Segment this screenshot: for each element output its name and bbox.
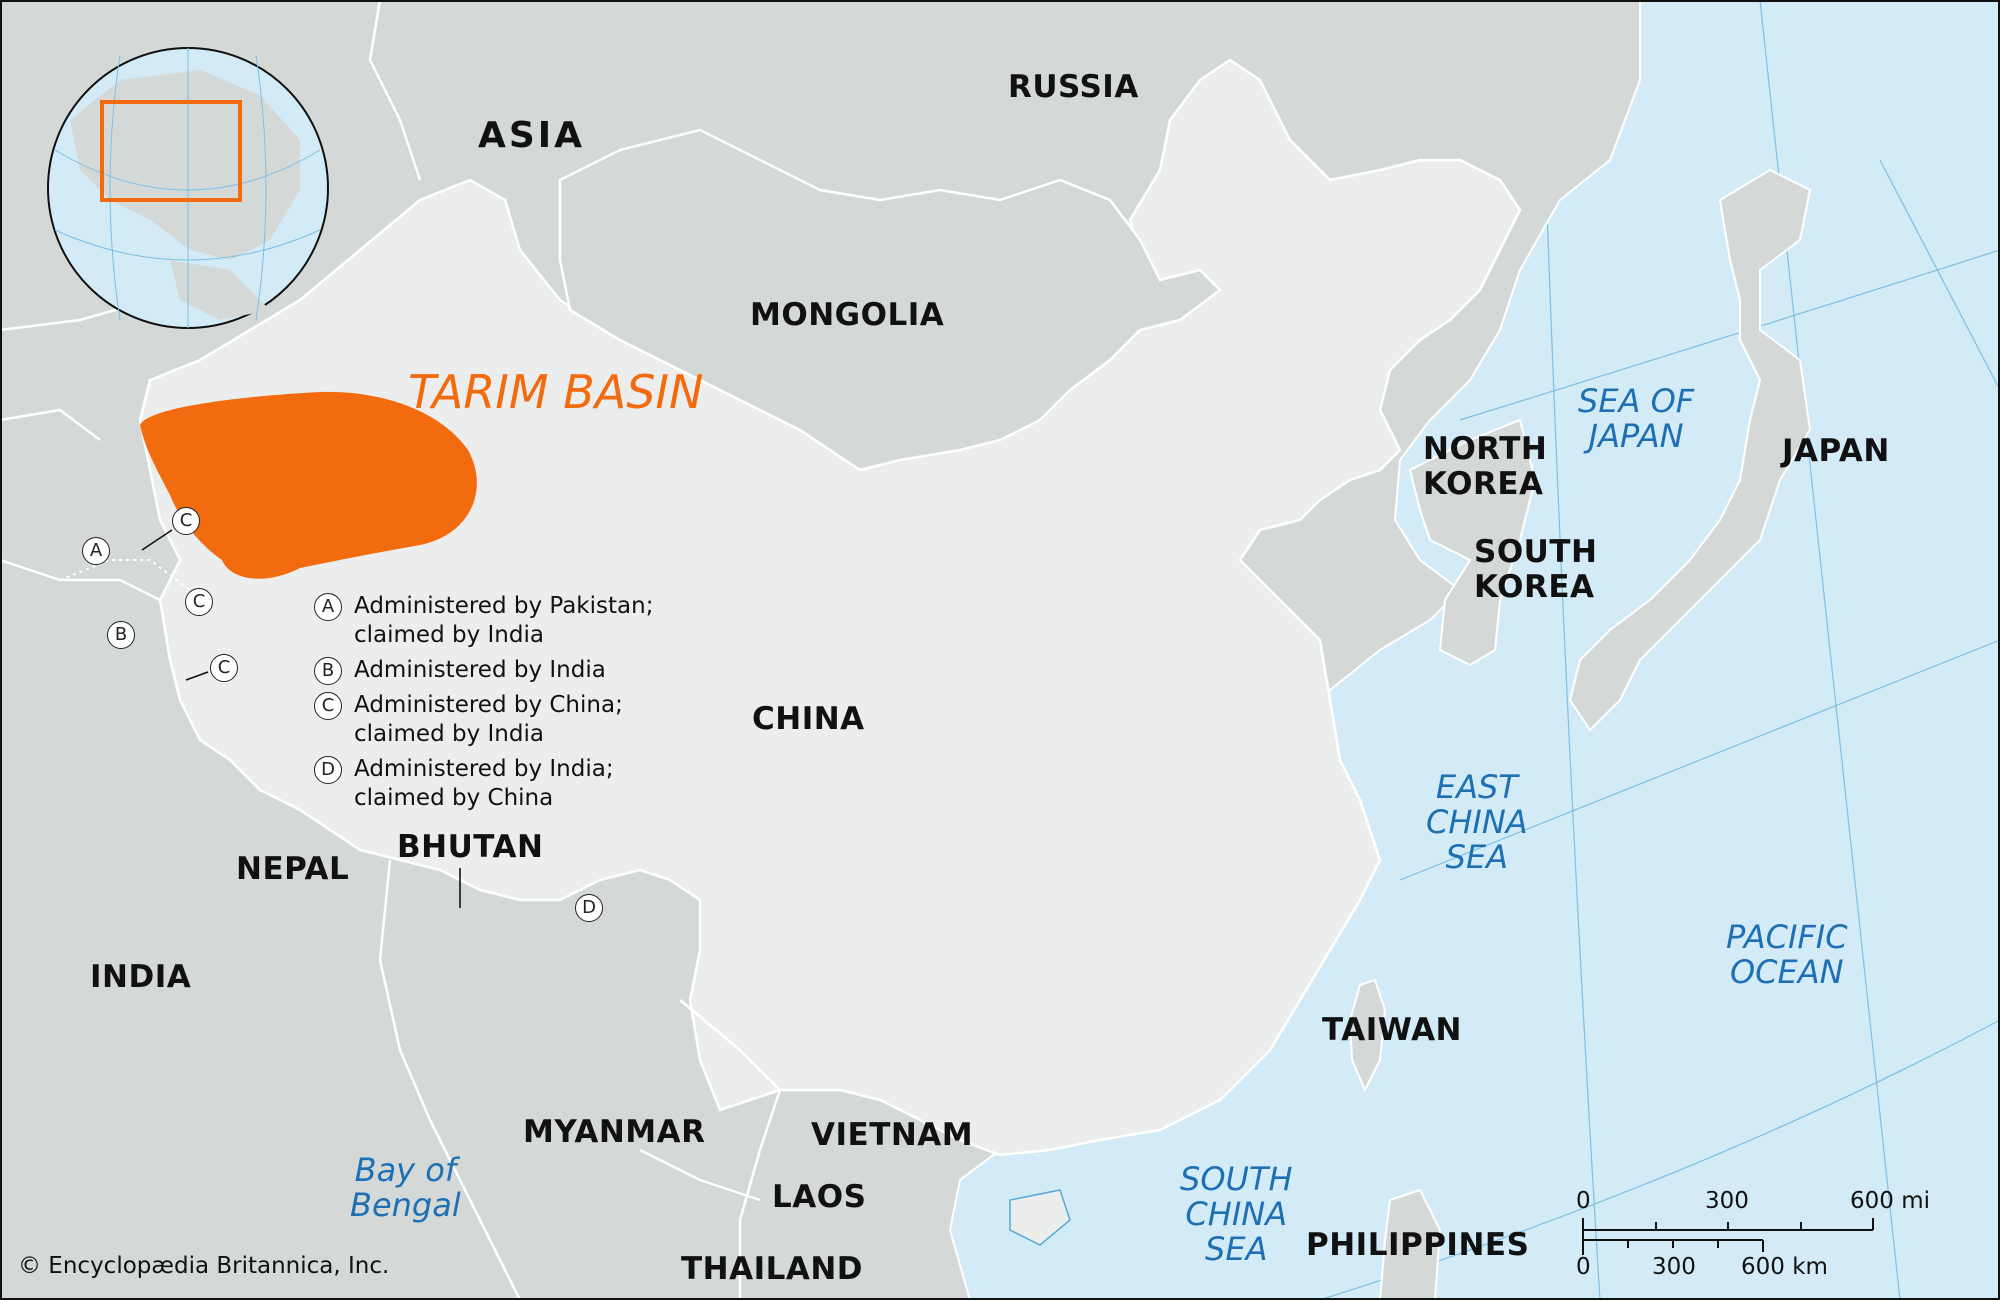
philippines	[1378, 1188, 1442, 1300]
marker-a: A	[82, 537, 110, 565]
label-east-china-sea: EAST CHINA SEA	[1426, 770, 1528, 875]
label-bay-of-bengal: Bay of Bengal	[350, 1153, 461, 1223]
legend-b-line1: Administered by India	[354, 657, 606, 683]
legend-c-line2: claimed by India	[354, 721, 544, 747]
label-south-china-sea: SOUTH CHINA SEA	[1180, 1162, 1293, 1267]
tarim-basin-highlight	[140, 391, 477, 579]
scale-km-600: 600 km	[1741, 1254, 1828, 1280]
callout-lines	[141, 529, 461, 908]
south-china-sea-line2: CHINA	[1185, 1195, 1288, 1233]
scale-mi-600: 600 mi	[1850, 1188, 1931, 1214]
scale-km-0: 0	[1576, 1254, 1591, 1280]
bay-of-bengal-line2: Bengal	[350, 1186, 461, 1224]
legend-marker-c: C	[314, 692, 342, 720]
legend-a-line1: Administered by Pakistan;	[354, 593, 654, 619]
label-nepal: NEPAL	[236, 851, 350, 887]
label-india: INDIA	[90, 959, 192, 995]
label-north-korea: NORTH KOREA	[1423, 432, 1547, 502]
north-korea-line2: KOREA	[1423, 466, 1544, 502]
legend-item-a: A Administered by Pakistan; claimed by I…	[312, 592, 732, 650]
label-philippines: PHILIPPINES	[1306, 1227, 1530, 1263]
north-korea-line1: NORTH	[1423, 431, 1548, 467]
label-vietnam: VIETNAM	[811, 1117, 974, 1153]
korea	[1408, 418, 1537, 667]
legend-item-d: D Administered by India; claimed by Chin…	[312, 755, 732, 813]
marker-d: D	[575, 894, 603, 922]
legend-marker-d: D	[314, 756, 342, 784]
south-china-sea-line3: SEA	[1205, 1230, 1268, 1268]
marker-c-mid: C	[185, 588, 213, 616]
label-mongolia: MONGOLIA	[750, 297, 945, 333]
legend-c-line1: Administered by China;	[354, 692, 623, 718]
label-laos: LAOS	[772, 1179, 867, 1215]
bay-of-bengal-line1: Bay of	[354, 1151, 457, 1189]
scale-mi-0: 0	[1576, 1188, 1591, 1214]
label-taiwan: TAIWAN	[1322, 1012, 1463, 1048]
label-myanmar: MYANMAR	[523, 1114, 706, 1150]
east-china-sea-line2: CHINA	[1426, 803, 1528, 841]
south-korea-line1: SOUTH	[1474, 534, 1598, 570]
taiwan	[1348, 978, 1387, 1093]
south-korea-line2: KOREA	[1474, 569, 1595, 605]
label-asia: ASIA	[478, 115, 586, 156]
label-russia: RUSSIA	[1008, 69, 1139, 105]
marker-c-tarim: C	[172, 507, 200, 535]
hainan	[1009, 1189, 1071, 1246]
legend-a-line2: claimed by India	[354, 622, 544, 648]
south-china-sea-line1: SOUTH	[1180, 1160, 1293, 1198]
label-south-korea: SOUTH KOREA	[1474, 535, 1597, 605]
pacific-line1: PACIFIC	[1726, 918, 1848, 956]
legend: A Administered by Pakistan; claimed by I…	[312, 592, 732, 819]
east-china-sea-line3: SEA	[1445, 838, 1509, 876]
legend-marker-a: A	[314, 593, 342, 621]
marker-b: B	[107, 621, 135, 649]
scale-mi-300: 300	[1705, 1188, 1749, 1214]
mongolia	[558, 128, 1222, 472]
sea-of-japan-line2: JAPAN	[1588, 417, 1684, 455]
scale-km-300: 300	[1652, 1254, 1696, 1280]
label-japan: JAPAN	[1782, 433, 1890, 469]
label-bhutan: BHUTAN	[397, 829, 544, 865]
marker-c-lower: C	[210, 654, 238, 682]
label-sea-of-japan: SEA OF JAPAN	[1578, 384, 1694, 454]
label-pacific-ocean: PACIFIC OCEAN	[1726, 920, 1848, 990]
inset-globe	[47, 47, 329, 329]
inset-locator-box	[100, 100, 242, 202]
pacific-line2: OCEAN	[1729, 953, 1844, 991]
legend-d-line2: claimed by China	[354, 785, 554, 811]
legend-item-c: C Administered by China; claimed by Indi…	[312, 691, 732, 749]
label-china: CHINA	[752, 701, 865, 737]
legend-item-b: B Administered by India	[312, 656, 732, 685]
tarim-basin-label: TARIM BASIN	[408, 365, 704, 419]
borders	[0, 0, 782, 1300]
legend-marker-b: B	[314, 657, 342, 685]
sea-of-japan-line1: SEA OF	[1578, 382, 1695, 420]
copyright-credit: © Encyclopædia Britannica, Inc.	[18, 1253, 390, 1279]
japan	[1568, 168, 1812, 732]
scale-bar	[1582, 1218, 1874, 1255]
east-china-sea-line1: EAST	[1435, 768, 1518, 806]
legend-d-line1: Administered by India;	[354, 756, 614, 782]
label-thailand: THAILAND	[681, 1251, 864, 1287]
